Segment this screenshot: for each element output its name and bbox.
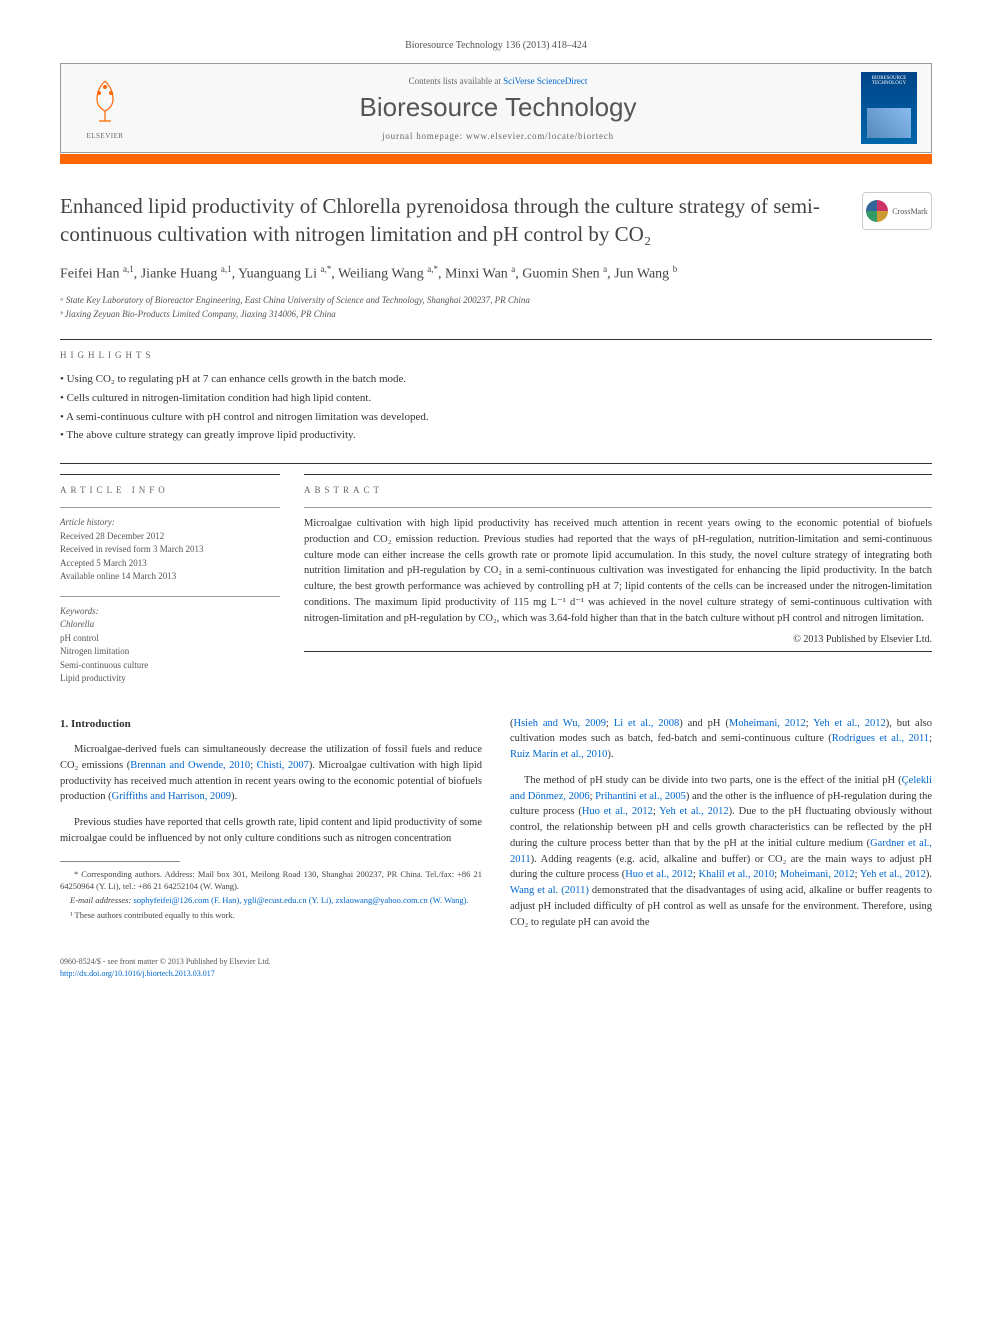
- divider: [60, 596, 280, 597]
- introduction-heading: 1. Introduction: [60, 716, 482, 733]
- email-addresses-note: E-mail addresses: sophyfeifei@126.com (F…: [60, 894, 482, 906]
- history-line: Available online 14 March 2013: [60, 570, 280, 584]
- keyword-item: Nitrogen limitation: [60, 645, 280, 659]
- crossmark-badge[interactable]: CrossMark: [862, 192, 932, 230]
- journal-cover-thumbnail: BIORESOURCE TECHNOLOGY: [861, 72, 917, 144]
- keyword-item: Lipid productivity: [60, 672, 280, 686]
- keyword-item: Semi-continuous culture: [60, 659, 280, 673]
- citation-link[interactable]: Huo et al., 2012: [582, 806, 653, 817]
- citation-link[interactable]: Brennan and Owende, 2010: [130, 760, 250, 771]
- citation-link[interactable]: Gardner et al., 2011: [510, 838, 932, 865]
- email-list[interactable]: sophyfeifei@126.com (F. Han), ygli@ecust…: [133, 895, 468, 905]
- citation-link[interactable]: Hsieh and Wu, 2009: [514, 718, 607, 729]
- divider: [304, 651, 932, 652]
- citation-link[interactable]: Wang et al. (2011): [510, 885, 589, 896]
- body-column-left: 1. Introduction Microalgae-derived fuels…: [60, 716, 482, 941]
- citation-link[interactable]: Moheimani, 2012: [729, 718, 806, 729]
- sciencedirect-link[interactable]: SciVerse ScienceDirect: [503, 76, 587, 86]
- orange-divider-bar: [60, 154, 932, 164]
- citation-link[interactable]: Prihantini et al., 2005: [595, 791, 686, 802]
- contents-text: Contents lists available at: [409, 76, 503, 86]
- issn-line: 0960-8524/$ - see front matter © 2013 Pu…: [60, 956, 932, 967]
- article-title: Enhanced lipid productivity of Chlorella…: [60, 192, 846, 249]
- footnotes: * Corresponding authors. Address: Mail b…: [60, 868, 482, 921]
- citation-link[interactable]: Huo et al., 2012: [625, 869, 693, 880]
- divider: [304, 507, 932, 508]
- crossmark-icon: [866, 200, 888, 222]
- body-paragraph: Microalgae-derived fuels can simultaneou…: [60, 742, 482, 805]
- keywords-block: Keywords: ChlorellapH controlNitrogen li…: [60, 605, 280, 686]
- citation-link[interactable]: Yeh et al., 2012: [813, 718, 886, 729]
- cover-image-placeholder: [867, 108, 911, 138]
- equal-contribution-note: ¹ These authors contributed equally to t…: [60, 909, 482, 921]
- citation-link[interactable]: Yeh et al., 2012: [860, 869, 926, 880]
- homepage-url[interactable]: www.elsevier.com/locate/biortech: [466, 131, 614, 141]
- highlights-heading: HIGHLIGHTS: [60, 350, 932, 360]
- citation-link[interactable]: Çelekli and Dönmez, 2006: [510, 775, 932, 802]
- footnote-divider: [60, 861, 180, 862]
- author-list: Feifei Han a,1, Jianke Huang a,1, Yuangu…: [60, 263, 932, 285]
- citation-link[interactable]: Moheimani, 2012: [780, 869, 855, 880]
- divider: [60, 463, 932, 464]
- copyright-line: © 2013 Published by Elsevier Ltd.: [304, 634, 932, 645]
- corresponding-author-note: * Corresponding authors. Address: Mail b…: [60, 868, 482, 893]
- elsevier-tree-icon: [83, 77, 127, 130]
- highlight-item: The above culture strategy can greatly i…: [60, 426, 932, 445]
- keyword-item: pH control: [60, 632, 280, 646]
- body-paragraph: Previous studies have reported that cell…: [60, 815, 482, 847]
- elsevier-label: ELSEVIER: [86, 132, 123, 140]
- divider: [60, 507, 280, 508]
- citation-link[interactable]: Yeh et al., 2012: [659, 806, 728, 817]
- body-paragraph: (Hsieh and Wu, 2009; Li et al., 2008) an…: [510, 716, 932, 763]
- article-history-block: Article history: Received 28 December 20…: [60, 516, 280, 584]
- doi-link[interactable]: http://dx.doi.org/10.1016/j.biortech.201…: [60, 968, 932, 979]
- body-paragraph: The method of pH study can be divide int…: [510, 773, 932, 931]
- affiliations: ᵃ State Key Laboratory of Bioreactor Eng…: [60, 294, 932, 321]
- homepage-label: journal homepage:: [382, 131, 466, 141]
- highlight-item: Using CO₂ to regulating pH at 7 can enha…: [60, 370, 932, 389]
- affiliation-line: ᵃ State Key Laboratory of Bioreactor Eng…: [60, 294, 932, 308]
- page-footer: 0960-8524/$ - see front matter © 2013 Pu…: [60, 956, 932, 978]
- citation-link[interactable]: Khalil et al., 2010: [698, 869, 774, 880]
- highlight-item: A semi-continuous culture with pH contro…: [60, 408, 932, 427]
- history-line: Accepted 5 March 2013: [60, 557, 280, 571]
- keywords-title: Keywords:: [60, 605, 280, 619]
- body-column-right: (Hsieh and Wu, 2009; Li et al., 2008) an…: [510, 716, 932, 941]
- elsevier-logo: ELSEVIER: [75, 73, 135, 143]
- crossmark-label: CrossMark: [892, 207, 928, 216]
- history-line: Received in revised form 3 March 2013: [60, 543, 280, 557]
- email-label: E-mail addresses:: [70, 895, 133, 905]
- highlights-list: Using CO₂ to regulating pH at 7 can enha…: [60, 370, 932, 445]
- citation-link[interactable]: Ruiz Marín et al., 2010: [510, 749, 607, 760]
- divider: [60, 339, 932, 340]
- history-title: Article history:: [60, 516, 280, 530]
- journal-header-box: ELSEVIER Contents lists available at Sci…: [60, 63, 932, 153]
- abstract-text: Microalgae cultivation with high lipid p…: [304, 516, 932, 626]
- contents-available-line: Contents lists available at SciVerse Sci…: [135, 76, 861, 86]
- journal-title: Bioresource Technology: [135, 92, 861, 123]
- abstract-heading: ABSTRACT: [304, 485, 932, 495]
- article-info-heading: ARTICLE INFO: [60, 485, 280, 495]
- journal-reference: Bioresource Technology 136 (2013) 418–42…: [60, 40, 932, 51]
- citation-link[interactable]: Li et al., 2008: [614, 718, 679, 729]
- journal-homepage-line: journal homepage: www.elsevier.com/locat…: [135, 131, 861, 141]
- citation-link[interactable]: Griffiths and Harrison, 2009: [112, 791, 231, 802]
- cover-title: BIORESOURCE TECHNOLOGY: [863, 76, 915, 86]
- history-line: Received 28 December 2012: [60, 530, 280, 544]
- keyword-item: Chlorella: [60, 618, 280, 632]
- highlight-item: Cells cultured in nitrogen-limitation co…: [60, 389, 932, 408]
- citation-link[interactable]: Chisti, 2007: [257, 760, 309, 771]
- citation-link[interactable]: Rodrigues et al., 2011: [832, 733, 929, 744]
- affiliation-line: ᵇ Jiaxing Zeyuan Bio-Products Limited Co…: [60, 308, 932, 322]
